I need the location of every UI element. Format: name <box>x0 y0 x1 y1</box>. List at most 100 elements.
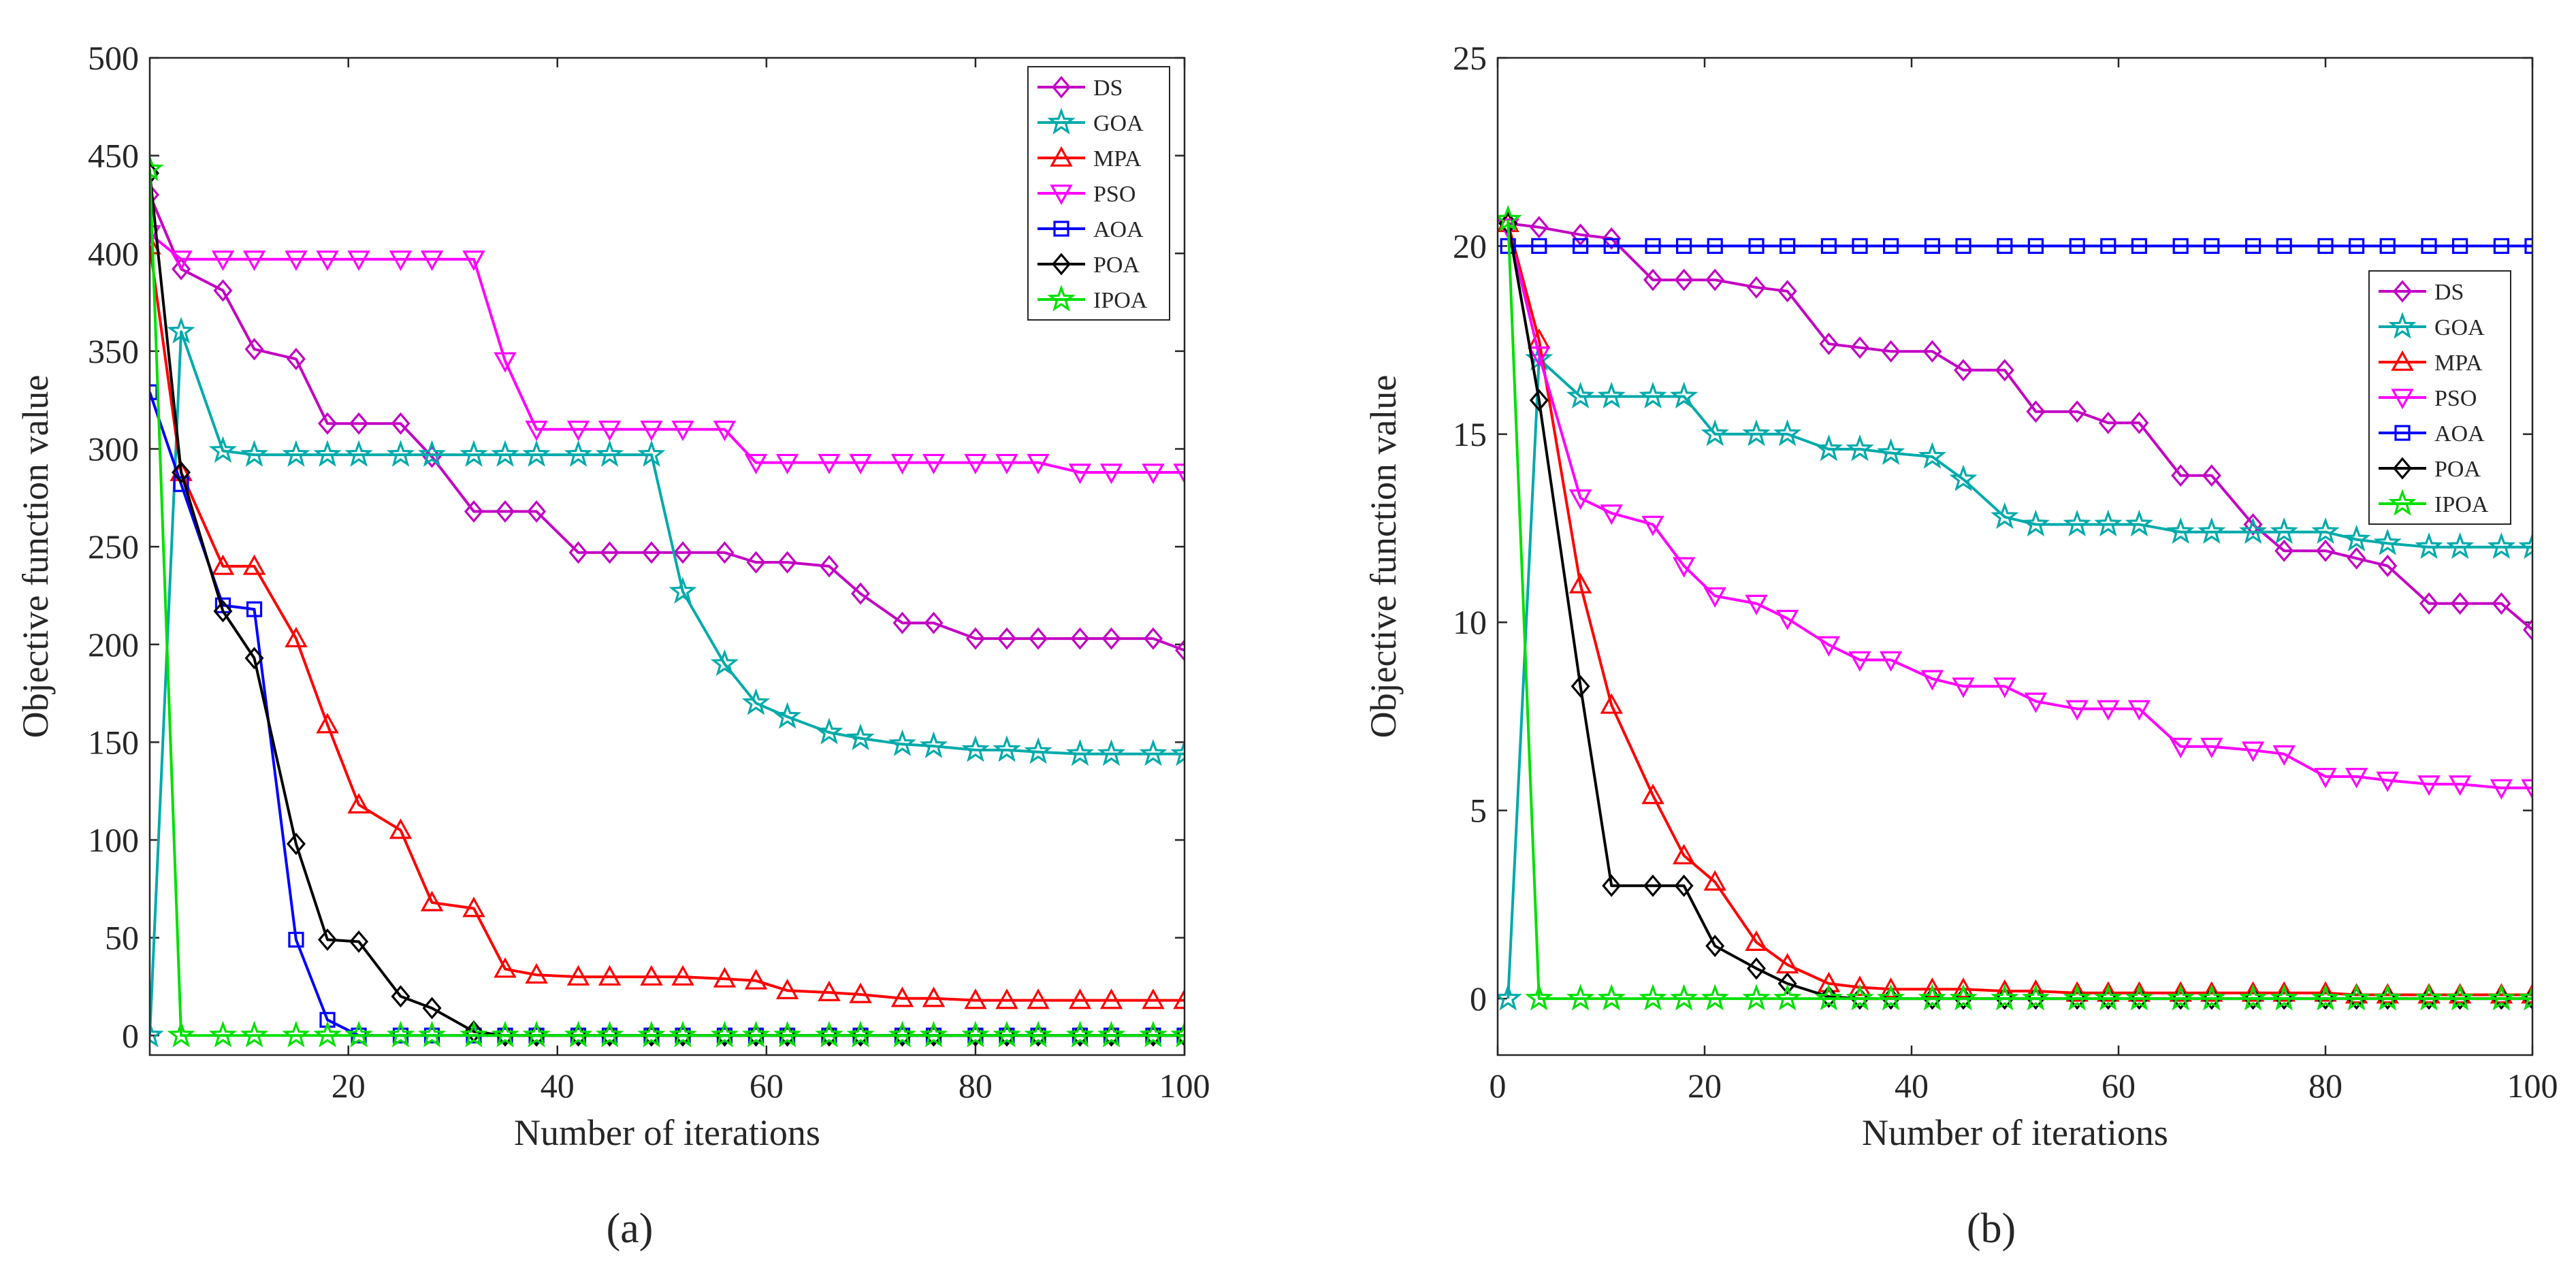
data-point-ds <box>2274 539 2294 562</box>
data-point-goa <box>2415 532 2443 560</box>
legend-label-ds: DS <box>2434 280 2464 305</box>
series-line-goa <box>150 330 1185 1036</box>
data-point-ipoa <box>710 1020 739 1048</box>
data-point-ipoa <box>1498 204 1522 232</box>
data-point-aoa <box>1820 238 1837 255</box>
legend-marker-mpa <box>2391 350 2414 371</box>
data-point-pso <box>150 225 161 246</box>
data-point-pso <box>2521 779 2532 800</box>
data-point-pso <box>671 420 694 442</box>
plot-frame <box>1496 56 2534 1056</box>
data-point-ipoa <box>888 1020 917 1048</box>
data-point-mpa <box>995 988 1018 1009</box>
legend-label-ipoa: IPOA <box>1093 288 1148 313</box>
data-point-goa <box>1024 737 1052 764</box>
chart-panel-b: 0 20 40 60 80 100 0 5 10 15 20 25 Number of iteratio… <box>1363 39 2558 1252</box>
data-point-aoa <box>2069 238 2085 255</box>
data-point-pso <box>525 420 548 442</box>
data-point-ds <box>2450 592 2470 615</box>
data-point-pso <box>2376 771 2399 792</box>
data-point-ds <box>2523 618 2532 641</box>
legend-label-poa: POA <box>2434 457 2481 482</box>
data-point-goa <box>1170 739 1185 766</box>
legend-marker-pso <box>1050 184 1073 206</box>
data-point-ds <box>213 279 233 302</box>
data-point-poa <box>213 600 233 623</box>
data-point-ds <box>1602 227 1622 250</box>
data-point-ds <box>1029 627 1048 650</box>
data-point-goa <box>961 735 990 762</box>
data-point-goa <box>167 317 195 344</box>
data-point-goa <box>1918 442 1947 469</box>
data-point-ds <box>286 347 306 370</box>
data-point-ds <box>1175 638 1185 662</box>
data-point-mpa <box>922 986 946 1007</box>
legend-label-ds: DS <box>1093 76 1123 101</box>
data-point-ipoa <box>2166 984 2195 1011</box>
data-point-pso <box>285 250 308 272</box>
data-point-ipoa <box>386 1020 415 1048</box>
data-point-pso <box>1817 636 1841 657</box>
data-point-pso <box>1703 587 1726 608</box>
legend-marker-aoa <box>1053 221 1069 237</box>
data-point-ipoa <box>2063 984 2091 1011</box>
data-point-mpa <box>347 793 370 814</box>
data-point-mpa <box>1600 693 1623 714</box>
data-point-goa <box>522 440 551 467</box>
y-tick-label: 50 <box>105 919 139 957</box>
data-point-ipoa <box>919 1020 948 1048</box>
legend-label-mpa: MPA <box>2434 351 2483 376</box>
data-point-goa <box>1742 419 1771 447</box>
data-point-mpa <box>849 982 872 1003</box>
data-point-ds <box>2098 411 2118 434</box>
data-point-aoa <box>1955 238 1971 255</box>
data-point-mpa <box>598 965 622 986</box>
data-point-goa <box>741 688 771 715</box>
data-point-mpa <box>150 233 161 255</box>
data-point-ds <box>1881 340 1901 363</box>
data-point-pso <box>775 453 799 474</box>
x-tick-label: 20 <box>332 1067 366 1105</box>
data-point-pso <box>1528 346 1551 368</box>
legend-marker-ds <box>2393 280 2412 303</box>
data-point-ipoa <box>2445 984 2475 1011</box>
data-point-poa <box>1674 874 1694 897</box>
data-point-pso <box>1099 464 1123 485</box>
data-point-mpa <box>1848 975 1871 997</box>
data-point-pso <box>890 453 914 474</box>
data-point-poa <box>1529 389 1549 412</box>
data-point-ipoa <box>1742 984 1771 1011</box>
data-point-goa <box>313 440 342 467</box>
chart-panel-a: 20 40 60 80 100 0 50 100 150 200 250 300 350 400 450 50… <box>15 39 1210 1252</box>
series-line-ds <box>1507 222 2532 631</box>
data-point-ipoa <box>2270 984 2298 1011</box>
data-point-pso <box>1672 557 1696 578</box>
legend-label-aoa: AOA <box>2434 421 2485 447</box>
data-point-goa <box>1065 739 1095 766</box>
data-point-ds <box>244 338 264 361</box>
data-point-ds <box>965 627 985 650</box>
y-tick-label: 450 <box>88 137 139 175</box>
data-point-mpa <box>1817 971 1841 992</box>
data-point-ipoa <box>344 1020 373 1048</box>
series-ds <box>1498 212 2532 641</box>
data-point-ds <box>496 500 515 523</box>
series-mpa <box>150 233 1185 1009</box>
data-point-aoa <box>1997 238 2013 255</box>
data-point-pso <box>744 453 768 474</box>
data-point-mpa <box>420 890 444 911</box>
data-point-aoa <box>1924 238 1940 255</box>
x-tick-label: 20 <box>1688 1067 1722 1105</box>
data-point-ipoa <box>815 1020 843 1048</box>
data-point-aoa <box>1676 238 1692 255</box>
data-point-pso <box>2065 700 2089 721</box>
data-point-aoa <box>2204 238 2220 255</box>
data-point-ipoa <box>2197 984 2226 1011</box>
data-point-ds <box>2419 592 2438 615</box>
data-point-goa <box>282 440 310 467</box>
data-point-poa <box>391 985 410 1008</box>
data-point-ds <box>1143 627 1163 650</box>
data-point-aoa <box>1707 238 1723 255</box>
data-point-goa <box>2373 528 2402 555</box>
legend: DS GOA MPA PSO AOA POA IPOA <box>2368 270 2511 525</box>
